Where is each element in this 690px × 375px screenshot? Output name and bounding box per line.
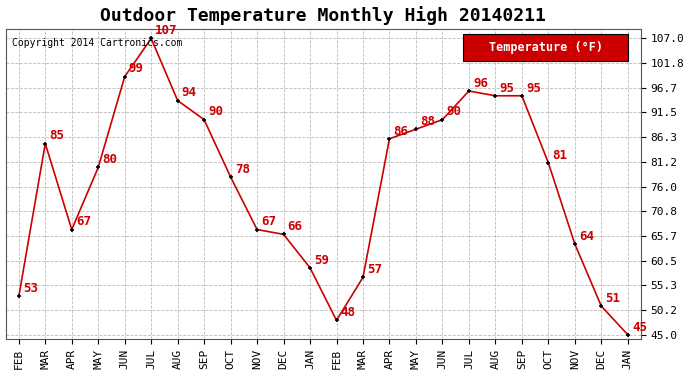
Text: 59: 59 bbox=[314, 254, 329, 267]
Point bbox=[437, 117, 448, 123]
Point bbox=[384, 136, 395, 142]
Text: 48: 48 bbox=[341, 306, 355, 319]
Point bbox=[252, 226, 263, 232]
Point bbox=[13, 294, 24, 300]
Point bbox=[569, 241, 580, 247]
Text: 66: 66 bbox=[288, 220, 303, 233]
Text: 99: 99 bbox=[129, 63, 144, 75]
Point bbox=[464, 88, 475, 94]
Point bbox=[331, 317, 342, 323]
Point bbox=[490, 93, 501, 99]
Point bbox=[278, 231, 289, 237]
Point bbox=[622, 332, 633, 338]
Point bbox=[172, 98, 183, 104]
Text: 90: 90 bbox=[446, 105, 462, 118]
Point bbox=[304, 265, 315, 271]
Text: 45: 45 bbox=[632, 321, 647, 333]
Text: 78: 78 bbox=[235, 163, 250, 176]
Text: 67: 67 bbox=[262, 215, 276, 228]
Point bbox=[199, 117, 210, 123]
Point bbox=[146, 35, 157, 41]
Text: Temperature (°F): Temperature (°F) bbox=[489, 41, 602, 54]
Point bbox=[119, 74, 130, 80]
Text: 64: 64 bbox=[579, 230, 594, 243]
Text: 88: 88 bbox=[420, 115, 435, 128]
Point bbox=[225, 174, 236, 180]
Point bbox=[40, 141, 51, 147]
Point bbox=[411, 126, 422, 132]
Point bbox=[92, 165, 104, 171]
Text: 81: 81 bbox=[553, 148, 567, 162]
FancyBboxPatch shape bbox=[463, 33, 629, 62]
Text: 94: 94 bbox=[181, 86, 197, 99]
Point bbox=[543, 160, 554, 166]
Text: Copyright 2014 Cartronics.com: Copyright 2014 Cartronics.com bbox=[12, 38, 182, 48]
Text: 57: 57 bbox=[367, 263, 382, 276]
Text: 90: 90 bbox=[208, 105, 224, 118]
Text: 80: 80 bbox=[102, 153, 117, 166]
Point bbox=[66, 226, 77, 232]
Text: 107: 107 bbox=[155, 24, 178, 37]
Text: 95: 95 bbox=[526, 82, 541, 94]
Point bbox=[516, 93, 527, 99]
Text: 51: 51 bbox=[605, 292, 620, 305]
Text: 67: 67 bbox=[76, 215, 91, 228]
Text: 96: 96 bbox=[473, 77, 488, 90]
Text: 86: 86 bbox=[393, 124, 408, 138]
Text: 53: 53 bbox=[23, 282, 38, 295]
Point bbox=[595, 303, 607, 309]
Text: 85: 85 bbox=[50, 129, 64, 142]
Title: Outdoor Temperature Monthly High 20140211: Outdoor Temperature Monthly High 2014021… bbox=[100, 6, 546, 24]
Point bbox=[357, 274, 368, 280]
Text: 95: 95 bbox=[500, 82, 515, 94]
